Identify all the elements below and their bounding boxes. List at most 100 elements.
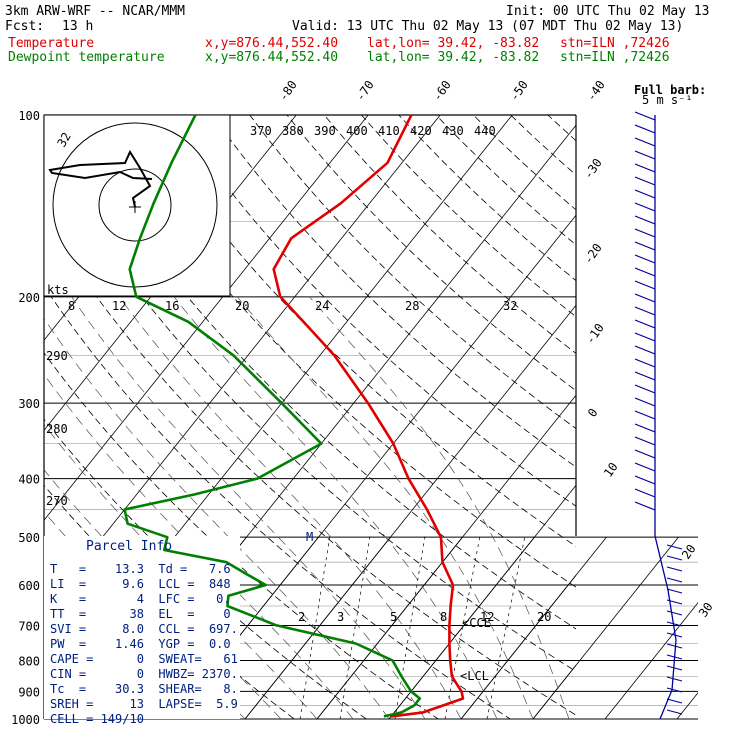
theta-label-left: 290: [46, 349, 68, 363]
moist-adiabat: [44, 469, 282, 719]
wind-barb: [666, 544, 683, 550]
dry-adiabat: [44, 217, 576, 716]
wind-barb: [634, 501, 656, 511]
pressure-label: 600: [18, 579, 40, 593]
temp-label-right: -20: [581, 241, 605, 267]
wind-barb: [666, 709, 683, 715]
parcel-info-row: CELL = 149/10: [50, 712, 144, 726]
parcel-info-title: Parcel Info: [86, 539, 173, 554]
pressure-label: 100: [18, 109, 40, 123]
temp-label-right: 20: [679, 542, 699, 562]
parcel-info-row: T = 13.3 Td = 7.6: [50, 562, 231, 576]
wind-barb: [634, 150, 656, 160]
wind-barb: [666, 599, 683, 605]
theta-label: 390: [314, 124, 336, 138]
model-title: 3km ARW-WRF -- NCAR/MMM: [5, 4, 186, 19]
dry-adiabat: [323, 115, 576, 354]
temp-label-right: 0: [585, 406, 601, 420]
wind-barb: [634, 332, 656, 342]
wind-barbs: [634, 111, 683, 720]
dry-adiabat: [473, 115, 576, 211]
wind-barb: [634, 111, 656, 121]
dewpoint-latlon: lat,lon= 39.42, -83.82: [367, 50, 540, 65]
wind-barb: [666, 687, 683, 693]
wind-barb: [666, 610, 683, 616]
cce-label: <CCE: [462, 616, 491, 630]
moist-adiabat: [71, 296, 426, 719]
hodograph-speed-units: kts: [47, 283, 69, 297]
temp-label-top: -70: [353, 78, 377, 104]
grid-lines: [0, 114, 740, 720]
theta-label: 440: [474, 124, 496, 138]
dry-adiabat: [44, 285, 512, 719]
dewpoint-station: stn=ILN ,72426: [560, 50, 670, 65]
dry-adiabat: [286, 115, 576, 392]
wind-legend-value: 5 m s⁻¹: [642, 93, 693, 107]
m-label: M: [306, 530, 313, 544]
temperature-legend: Temperature: [8, 36, 95, 51]
mixing-ratio-label: 2: [298, 610, 305, 624]
mixing-ratio-label: 12: [480, 610, 494, 624]
theta-label: 370: [250, 124, 272, 138]
init-time: Init: 00 UTC Thu 02 May 13: [506, 4, 710, 19]
dry-adiabat: [361, 115, 576, 318]
parcel-info-row: Tc = 30.3 SHEAR= 8.: [50, 682, 238, 696]
dry-adiabat: [63, 115, 576, 630]
isotherm: [532, 664, 576, 719]
theta-label: 400: [346, 124, 368, 138]
wind-legend-title: Full barb:: [634, 83, 706, 97]
wind-barb: [634, 163, 656, 173]
dewpoint-xy: x,y=876.44,552.40: [205, 50, 339, 65]
wind-barb: [666, 676, 683, 682]
wind-barb: [634, 241, 656, 251]
wind-barb: [666, 654, 683, 660]
dry-adiabat: [44, 418, 367, 719]
temp-label-top: -40: [584, 78, 608, 104]
dry-adiabat: [547, 115, 576, 142]
dewpoint-trace: [123, 114, 422, 718]
isotherm: [388, 536, 535, 719]
theta-label-left: 280: [46, 422, 68, 436]
moist-adiabat: [173, 296, 498, 719]
mixing-ratio-lines: [299, 536, 526, 719]
theta-label: 420: [410, 124, 432, 138]
dry-adiabat: [137, 115, 576, 547]
wind-barb: [634, 488, 656, 498]
pressure-label: 700: [18, 619, 40, 633]
wind-barb: [634, 137, 656, 147]
moist-adiabat: [44, 317, 390, 719]
hodograph-speed-label: 28: [405, 299, 419, 313]
parcel-info-row: PW = 1.46 YGP = 0.0: [50, 637, 231, 651]
wind-barb: [666, 588, 683, 594]
mixing-ratio-label: 3: [337, 610, 344, 624]
isotherm: [316, 394, 576, 719]
mixing-ratio-line: [486, 536, 526, 719]
wind-barb: [634, 462, 656, 472]
wind-barb: [666, 698, 683, 704]
parcel-info-row: SREH = 13 LAPSE= 5.9: [50, 697, 238, 711]
isotherm: [532, 536, 679, 719]
wind-barb: [634, 280, 656, 290]
wind-barb: [634, 345, 656, 355]
theta-label: 380: [282, 124, 304, 138]
hodograph-speed-label: 12: [112, 299, 126, 313]
temp-label-top: -60: [430, 78, 454, 104]
wind-barb: [634, 371, 656, 381]
isotherm: [388, 484, 576, 719]
wind-barb: [634, 293, 656, 303]
isotherm: [604, 602, 698, 719]
mixing-ratio-line: [339, 536, 371, 719]
lcl-label: <LCL: [460, 669, 489, 683]
isotherm: [0, 115, 8, 719]
isotherm: [605, 115, 740, 719]
dry-adiabat: [174, 115, 576, 507]
dry-adiabat: [212, 115, 576, 468]
isotherm: [44, 115, 369, 521]
wind-barb: [666, 577, 683, 583]
temperature-station: stn=ILN ,72426: [560, 36, 670, 51]
pressure-label: 500: [18, 531, 40, 545]
wind-barb: [634, 189, 656, 199]
isotherm: [316, 536, 463, 719]
dry-adiabat: [510, 115, 576, 176]
wind-barb: [634, 215, 656, 225]
